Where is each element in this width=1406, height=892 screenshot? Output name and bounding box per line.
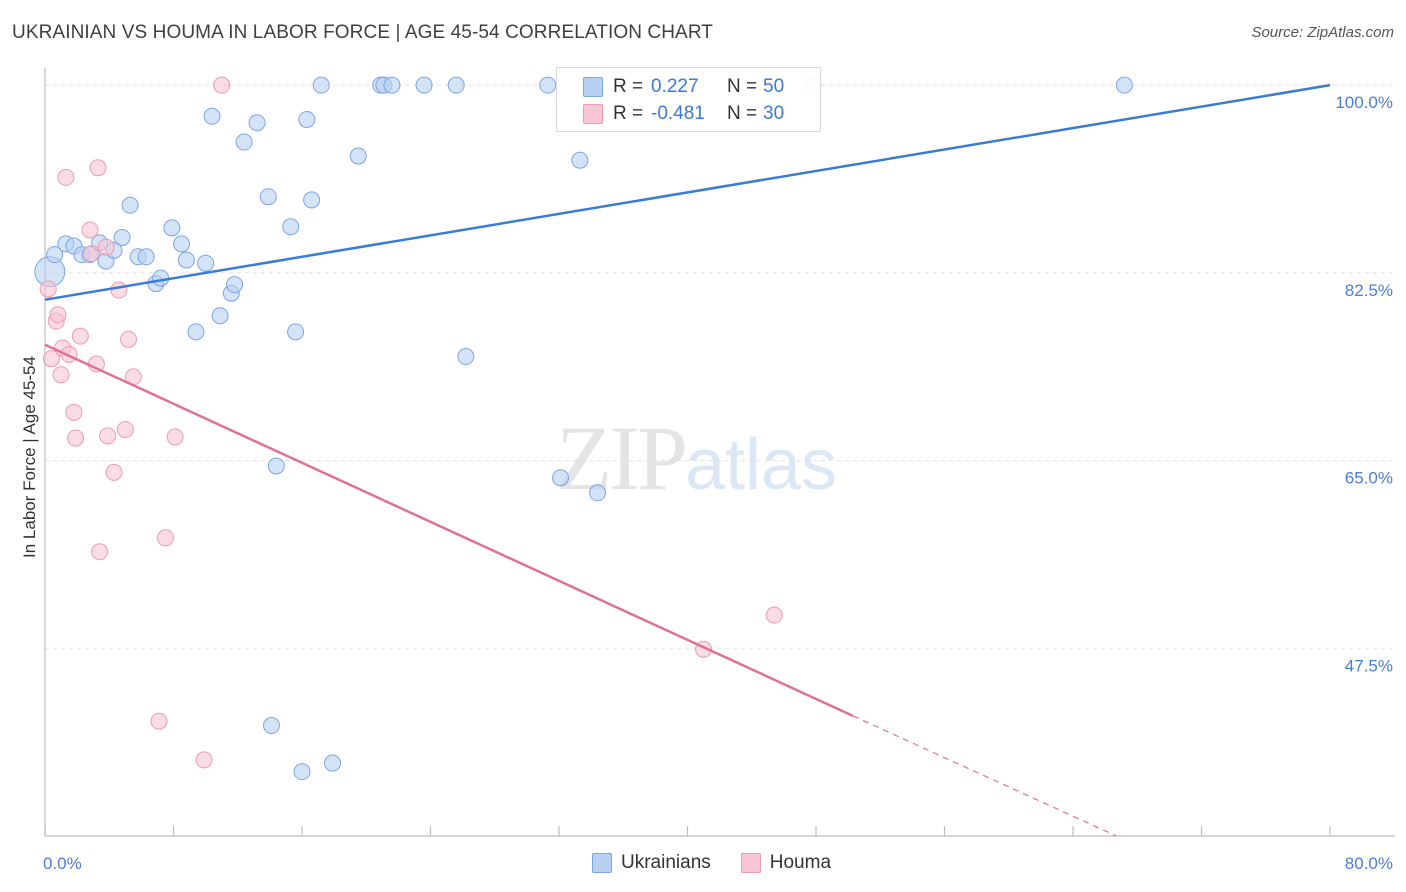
- watermark: ZIPatlas: [556, 405, 837, 511]
- data-point: [67, 429, 85, 447]
- data-point: [65, 403, 83, 421]
- data-point: [213, 76, 231, 94]
- r-value-houma: -0.481: [651, 103, 705, 124]
- trend-line-ukrainians: [44, 83, 1331, 301]
- data-point: [571, 151, 589, 169]
- n-value-ukrainians: 50: [763, 76, 785, 97]
- r-label: R =: [613, 103, 644, 124]
- data-point: [349, 147, 367, 165]
- data-point: [91, 543, 109, 561]
- stats-legend: R = 0.227 N = 50 R = -0.481 N = 30: [556, 67, 821, 132]
- data-point: [137, 248, 155, 266]
- y-tick-label: 100.0%: [1335, 93, 1393, 112]
- data-point: [457, 348, 475, 366]
- data-point: [110, 281, 128, 299]
- data-point: [259, 188, 277, 206]
- data-point: [589, 484, 607, 502]
- data-point: [211, 307, 229, 325]
- series-legend: Ukrainians Houma: [592, 852, 861, 874]
- legend-item-ukrainians[interactable]: Ukrainians: [592, 852, 711, 874]
- data-point: [287, 323, 305, 341]
- data-point: [173, 235, 191, 253]
- data-point: [116, 420, 134, 438]
- ukrainians-swatch: [583, 77, 603, 97]
- data-point: [187, 323, 205, 341]
- data-point: [235, 133, 253, 151]
- n-value-houma: 30: [763, 103, 785, 124]
- data-point: [120, 330, 138, 348]
- legend-label-ukrainians: Ukrainians: [621, 852, 711, 873]
- data-point: [447, 76, 465, 94]
- data-point: [248, 114, 266, 132]
- series-ukrainians: [34, 76, 1133, 781]
- x-tick-label: 0.0%: [43, 854, 82, 873]
- data-point: [57, 168, 75, 186]
- data-point: [383, 76, 401, 94]
- data-point: [226, 276, 244, 294]
- data-point: [262, 717, 280, 735]
- data-point: [39, 280, 57, 298]
- data-point: [195, 751, 213, 769]
- y-tick-label: 65.0%: [1345, 469, 1393, 488]
- data-point: [97, 238, 115, 256]
- houma-legend-swatch: [740, 853, 761, 873]
- legend-label-houma: Houma: [769, 852, 832, 873]
- data-point: [177, 251, 195, 269]
- chart-title: UKRAINIAN VS HOUMA IN LABOR FORCE | AGE …: [12, 22, 714, 43]
- n-label: N =: [727, 103, 758, 124]
- r-value-ukrainians: 0.227: [651, 76, 699, 97]
- data-point: [42, 350, 60, 368]
- data-point: [415, 76, 433, 94]
- data-point: [197, 254, 215, 272]
- legend-item-houma[interactable]: Houma: [740, 852, 832, 874]
- watermark-atlas: atlas: [685, 425, 838, 505]
- data-point: [293, 763, 311, 781]
- data-point: [52, 366, 70, 384]
- y-tick-label: 82.5%: [1345, 281, 1393, 300]
- data-point: [552, 469, 570, 487]
- data-point: [282, 218, 300, 236]
- trend-line-houma: [44, 343, 854, 718]
- data-point: [539, 76, 557, 94]
- data-point: [156, 529, 174, 547]
- chart-source: Source: ZipAtlas.com: [1251, 24, 1394, 41]
- data-point: [46, 246, 64, 264]
- houma-swatch: [583, 104, 603, 124]
- data-point: [99, 427, 117, 445]
- data-point: [765, 606, 783, 624]
- data-point: [303, 191, 321, 209]
- data-point: [298, 110, 316, 128]
- n-label: N =: [727, 76, 758, 97]
- data-point: [267, 457, 285, 475]
- y-tick-label: 47.5%: [1345, 656, 1393, 675]
- data-point: [324, 754, 342, 772]
- data-point: [1115, 76, 1133, 94]
- r-label: R =: [613, 76, 644, 97]
- data-point: [113, 228, 131, 246]
- data-point: [312, 76, 330, 94]
- trend-line-houma-extension: [852, 715, 1117, 837]
- data-point: [105, 463, 123, 481]
- stats-row-houma: R = -0.481 N = 30: [583, 101, 784, 127]
- stats-row-ukrainians: R = 0.227 N = 50: [583, 74, 784, 100]
- data-point: [121, 196, 139, 214]
- x-tick-label: 80.0%: [1345, 854, 1393, 873]
- series-houma: [39, 76, 783, 769]
- data-point: [203, 107, 221, 125]
- data-point: [89, 159, 107, 177]
- ukrainians-legend-swatch: [592, 853, 612, 873]
- y-axis-title: In Labor Force | Age 45-54: [20, 356, 39, 558]
- data-point: [166, 428, 184, 446]
- data-point: [49, 306, 67, 324]
- data-point: [71, 327, 89, 345]
- watermark-zip: ZIP: [556, 407, 688, 509]
- data-point: [163, 219, 181, 237]
- data-point: [81, 221, 99, 239]
- data-point: [83, 245, 101, 263]
- data-point: [150, 712, 168, 730]
